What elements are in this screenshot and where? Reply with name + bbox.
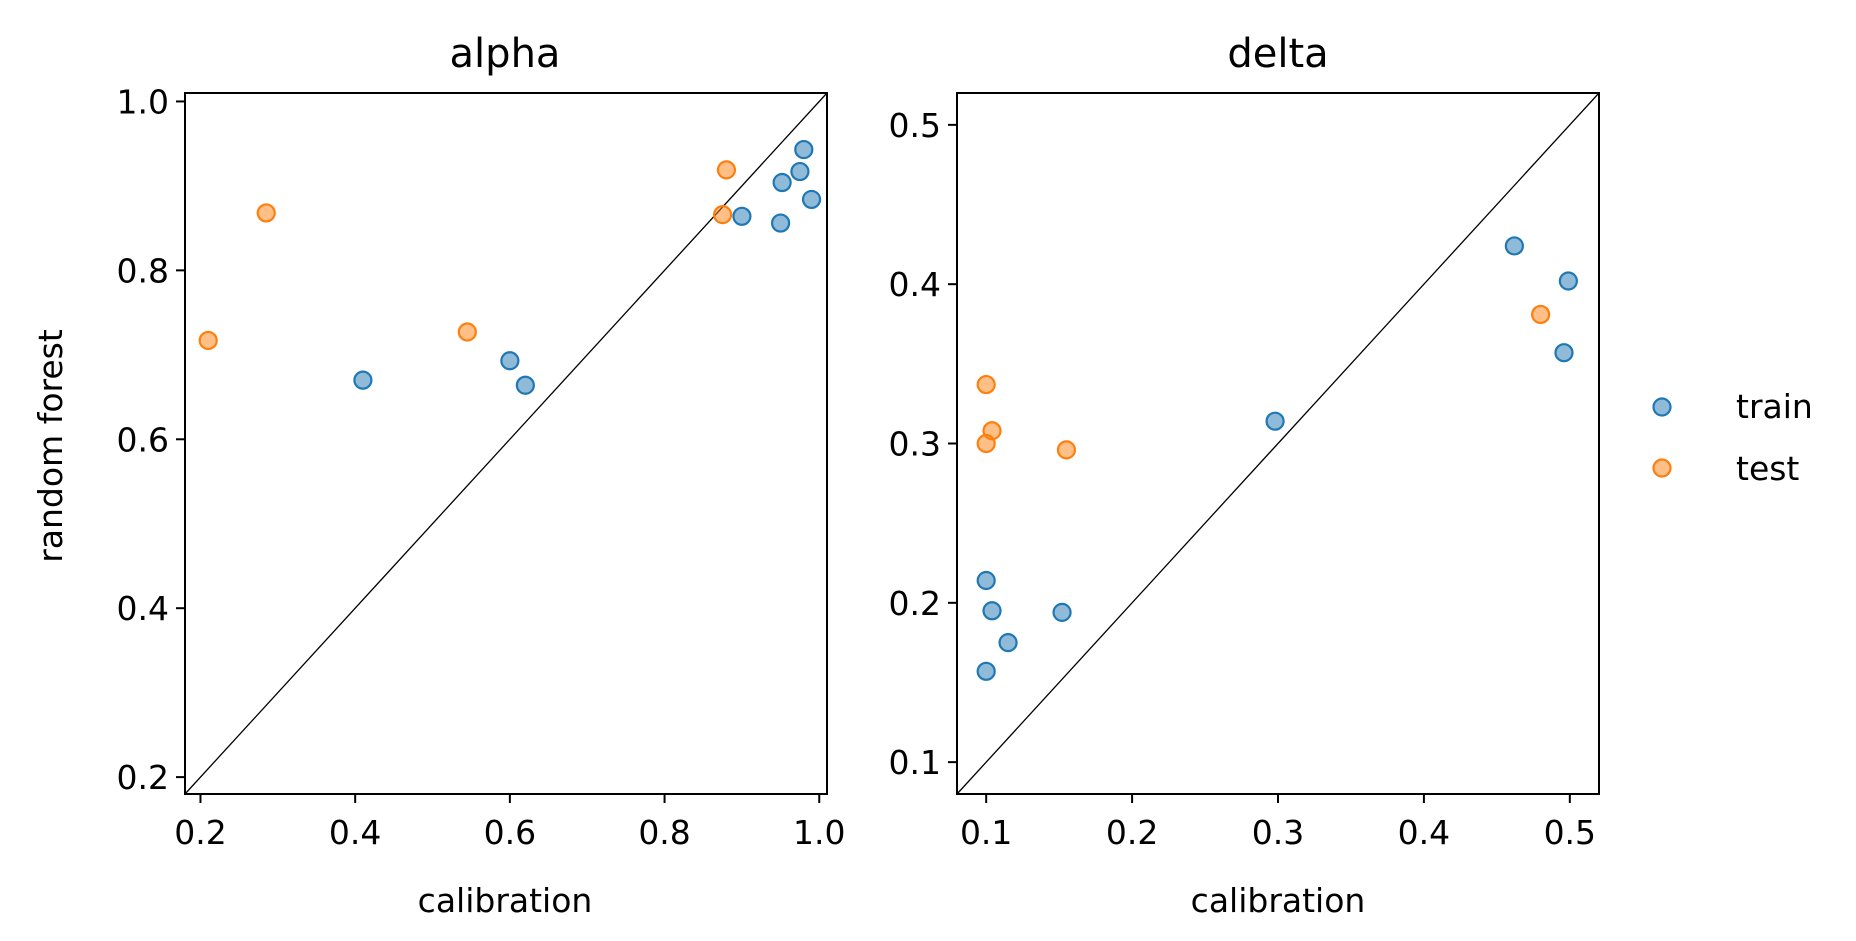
data-point-train	[982, 601, 1002, 621]
legend-label-test: test	[1736, 449, 1799, 488]
data-point-train	[1558, 271, 1578, 291]
x-tick-label: 0.8	[638, 813, 690, 852]
data-point-test	[716, 160, 737, 180]
identity-line	[956, 92, 1600, 795]
y-tick-label: 0.4	[117, 589, 169, 628]
x-axis-label: calibration	[418, 881, 593, 920]
y-tick-label: 0.6	[117, 420, 169, 459]
subplot-title: delta	[1227, 31, 1328, 77]
data-point-train	[772, 172, 792, 193]
x-tick-label: 0.6	[484, 813, 536, 852]
subplot-alpha: alpha 0.2 0.4 0.6 0.8 1.0 0.2 0.4 0.6 0.8 1.0 cal…	[31, 31, 846, 920]
y-tick-label: 0.4	[889, 265, 941, 304]
x-tick-label: 0.1	[960, 813, 1012, 852]
data-point-train	[976, 570, 996, 591]
x-tick-label: 0.4	[329, 813, 381, 852]
points-group	[198, 139, 822, 395]
y-tick-label: 0.1	[889, 743, 941, 782]
x-tick-label: 0.2	[1106, 813, 1158, 852]
data-point-test	[712, 205, 733, 225]
data-point-test	[1531, 304, 1551, 325]
x-tick-label: 1.0	[793, 813, 845, 852]
x-tick-label: 0.4	[1398, 813, 1450, 852]
data-point-train	[1052, 602, 1072, 622]
legend-marker-test	[1652, 458, 1672, 478]
tick-group: 0.1 0.2 0.3 0.4 0.5 0.1 0.2 0.3 0.4 0.5	[889, 106, 1597, 852]
y-tick-label: 0.8	[117, 251, 169, 290]
x-tick-label: 0.2	[174, 813, 226, 852]
data-point-test	[976, 433, 996, 454]
data-point-train	[732, 206, 752, 226]
data-point-train	[353, 370, 373, 390]
data-point-test	[256, 203, 276, 223]
x-tick-label: 0.5	[1544, 813, 1596, 852]
subplot-delta: delta 0.1 0.2 0.3 0.4 0.5 0.1 0.2 0.3 0.4 0.5 cal…	[889, 31, 1600, 920]
data-point-test	[976, 374, 996, 395]
y-tick-label: 1.0	[117, 82, 169, 121]
data-point-train	[515, 375, 535, 395]
data-point-train	[794, 139, 814, 160]
data-point-train	[770, 213, 791, 233]
axes-frame	[956, 92, 1600, 795]
data-point-train	[1554, 343, 1574, 363]
legend-marker-train	[1652, 397, 1672, 417]
y-tick-label: 0.3	[889, 425, 941, 464]
data-point-test	[457, 322, 477, 342]
legend: train test	[1652, 387, 1813, 488]
subplot-title: alpha	[450, 31, 561, 77]
data-point-test	[1056, 440, 1077, 460]
legend-label-train: train	[1736, 387, 1813, 426]
data-point-train	[1504, 236, 1524, 256]
data-point-train	[790, 161, 810, 182]
data-point-train	[1265, 411, 1285, 431]
data-point-train	[801, 189, 822, 210]
data-point-train	[500, 351, 520, 371]
y-axis-label: random forest	[31, 329, 70, 563]
tick-group: 0.2 0.4 0.6 0.8 1.0 0.2 0.4 0.6 0.8 1.0	[117, 82, 846, 852]
y-tick-label: 0.2	[117, 758, 169, 797]
y-tick-label: 0.2	[889, 584, 941, 623]
data-point-train	[998, 633, 1018, 653]
points-group	[976, 236, 1578, 681]
x-tick-label: 0.3	[1252, 813, 1304, 852]
data-point-test	[198, 330, 218, 351]
axes-frame	[184, 92, 828, 795]
x-axis-label: calibration	[1191, 881, 1366, 920]
y-tick-label: 0.5	[889, 106, 941, 145]
data-point-train	[976, 661, 996, 681]
